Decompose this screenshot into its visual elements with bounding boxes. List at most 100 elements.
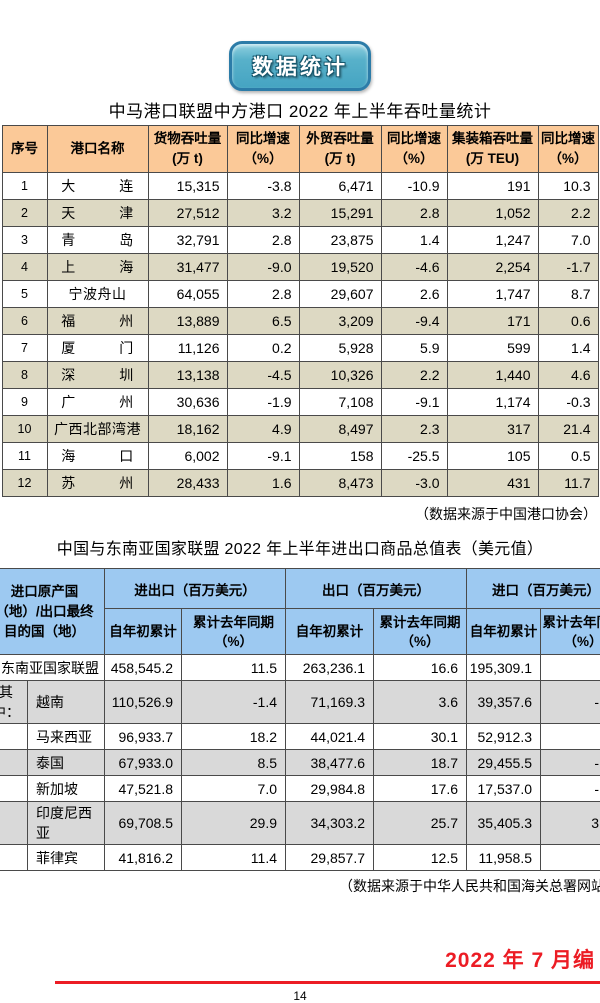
- badge-label: 数据统计: [252, 56, 348, 79]
- seq-cell: 11: [1, 442, 48, 470]
- value-cell: 13,889: [147, 307, 228, 335]
- table-row: 7 厦 门 11,126 0.2 5,928 5.9 599 1.4: [1, 334, 599, 362]
- table-row: 马来西亚 96,933.7 18.2 44,021.4 30.1 52,912.…: [0, 723, 600, 750]
- value-cell: 7,108: [298, 388, 382, 416]
- value-cell: 35,405.3: [466, 801, 542, 845]
- country-name-cell: 越南: [26, 680, 106, 724]
- header-port-name: 港口名称: [46, 125, 149, 173]
- value-cell: 71,169.3: [285, 680, 375, 724]
- value-cell: 30,636: [147, 388, 228, 416]
- table2-title: 中国与东南亚国家联盟 2022 年上半年进出口商品总值表（美元值）: [56, 541, 544, 558]
- value-cell: 44,021.4: [285, 723, 375, 750]
- port-throughput-table: 序号 港口名称 货物吞吐量 (万 t) 同比增速 （%） 外贸吞吐量 (万 t) 同比…: [1, 125, 599, 497]
- table-row: 4 上 海 31,477 -9.0 19,520 -4.6 2,254 -1.7: [1, 253, 599, 281]
- value-cell: 17.6: [373, 775, 468, 802]
- table-row: 1 大 连 15,315 -3.8 6,471 -10.9 191 10.3: [1, 172, 599, 200]
- among-which-cell: [0, 749, 28, 776]
- value-cell: 1,247: [446, 226, 539, 254]
- value-cell: 11.5: [181, 654, 287, 681]
- value-cell: 4.9: [226, 415, 300, 443]
- value-cell-clipped: -: [540, 749, 600, 776]
- table1-title: 中马港口联盟中方港口 2022 年上半年吞吐量统计: [108, 102, 492, 121]
- header-cargo-throughput: 货物吞吐量 (万 t): [147, 125, 228, 173]
- value-cell: 23,875: [298, 226, 382, 254]
- among-which-cell: [0, 723, 28, 750]
- value-cell: 1,174: [446, 388, 539, 416]
- table-row: 泰国 67,933.0 8.5 38,477.6 18.7 29,455.5 -: [0, 749, 600, 776]
- value-cell: 47,521.8: [104, 775, 183, 802]
- value-cell: 39,357.6: [466, 680, 542, 724]
- value-cell: 21.4: [537, 415, 599, 443]
- trade-table-clip: 进口原产国（地）/出口最终目的国（地） 进出口（百万美元） 出口（百万美元） 进…: [0, 568, 600, 896]
- value-cell: 3.6: [373, 680, 468, 724]
- country-name-cell: 菲律宾: [26, 844, 106, 871]
- value-cell: 8.7: [537, 280, 599, 308]
- table2-source-note: （数据来源于中华人民共和国海关总署网站）: [339, 878, 600, 894]
- value-cell: 38,477.6: [285, 749, 375, 776]
- value-cell: 11.7: [537, 469, 599, 497]
- value-cell: -9.0: [226, 253, 300, 281]
- value-cell: 1,440: [446, 361, 539, 389]
- value-cell: 1.4: [537, 334, 599, 362]
- value-cell: 2.3: [380, 415, 448, 443]
- port-name-cell: 上 海: [46, 253, 149, 281]
- value-cell: 317: [446, 415, 539, 443]
- table2-group-header-row: 进口原产国（地）/出口最终目的国（地） 进出口（百万美元） 出口（百万美元） 进…: [0, 568, 600, 655]
- value-cell-clipped: [540, 844, 600, 871]
- value-cell: 0.6: [537, 307, 599, 335]
- header-yoy-growth-1: 同比增速 （%）: [226, 125, 300, 173]
- value-cell: -10.9: [380, 172, 448, 200]
- value-cell: -9.1: [226, 442, 300, 470]
- value-cell: -1.4: [181, 680, 287, 724]
- value-cell: 2,254: [446, 253, 539, 281]
- value-cell: -3.8: [226, 172, 300, 200]
- table-row: 9 广 州 30,636 -1.9 7,108 -9.1 1,174 -0.3: [1, 388, 599, 416]
- among-which-cell: [0, 844, 28, 871]
- value-cell: 2.8: [226, 280, 300, 308]
- header-ytd-total-3: 自年初累计: [466, 608, 542, 655]
- value-cell: 27,512: [147, 199, 228, 227]
- value-cell: 29.9: [181, 801, 287, 845]
- value-cell: 69,708.5: [104, 801, 183, 845]
- table-row: 3 青 岛 32,791 2.8 23,875 1.4 1,247 7.0: [1, 226, 599, 254]
- country-name-cell: 新加坡: [26, 775, 106, 802]
- value-cell: 11,126: [147, 334, 228, 362]
- value-cell: 8,473: [298, 469, 382, 497]
- value-cell: 31,477: [147, 253, 228, 281]
- header-country-origin-destination: 进口原产国（地）/出口最终目的国（地）: [0, 568, 106, 655]
- value-cell: 158: [298, 442, 382, 470]
- table-row: 菲律宾 41,816.2 11.4 29,857.7 12.5 11,958.5: [0, 844, 600, 871]
- value-cell: -9.4: [380, 307, 448, 335]
- value-cell: -4.6: [380, 253, 448, 281]
- value-cell: 29,984.8: [285, 775, 375, 802]
- country-name-cell: 印度尼西亚: [26, 801, 106, 845]
- value-cell: 0.5: [537, 442, 599, 470]
- value-cell: 34,303.2: [285, 801, 375, 845]
- port-name-cell: 天 津: [46, 199, 149, 227]
- asean-trade-table: 进口原产国（地）/出口最终目的国（地） 进出口（百万美元） 出口（百万美元） 进…: [0, 568, 600, 871]
- country-name-cell: 泰国: [26, 749, 106, 776]
- seq-cell: 5: [1, 280, 48, 308]
- value-cell: 18,162: [147, 415, 228, 443]
- among-which-cell: 其中：: [0, 680, 28, 724]
- table-row: 印度尼西亚 69,708.5 29.9 34,303.2 25.7 35,405…: [0, 801, 600, 845]
- value-cell: 7.0: [181, 775, 287, 802]
- value-cell: -1.9: [226, 388, 300, 416]
- header-container-throughput: 集装箱吞吐量 (万 TEU): [446, 125, 539, 173]
- among-which-cell: [0, 801, 28, 845]
- value-cell-clipped: 3: [540, 801, 600, 845]
- among-which-cell: [0, 775, 28, 802]
- value-cell: 16.6: [373, 654, 468, 681]
- seq-cell: 2: [1, 199, 48, 227]
- value-cell: 431: [446, 469, 539, 497]
- value-cell: 2.8: [380, 199, 448, 227]
- value-cell: 41,816.2: [104, 844, 183, 871]
- value-cell: 4.6: [537, 361, 599, 389]
- seq-cell: 7: [1, 334, 48, 362]
- header-ytd-total-2: 自年初累计: [285, 608, 375, 655]
- value-cell-clipped: -: [540, 680, 600, 724]
- port-name-cell: 广 州: [46, 388, 149, 416]
- value-cell: 105: [446, 442, 539, 470]
- value-cell: 18.7: [373, 749, 468, 776]
- port-name-cell: 海 口: [46, 442, 149, 470]
